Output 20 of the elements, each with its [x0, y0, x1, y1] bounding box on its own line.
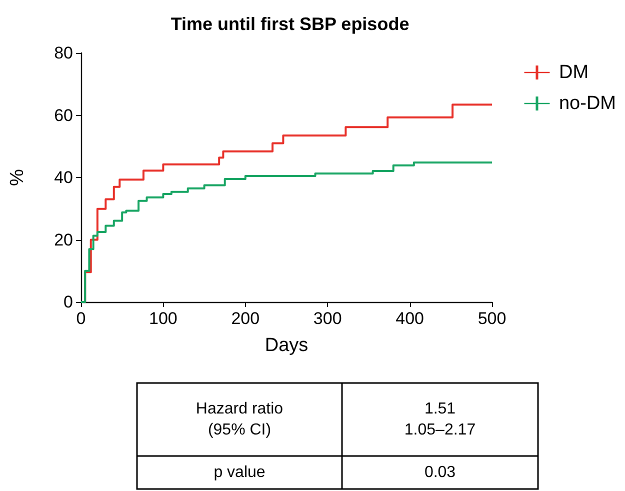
x-tick-label: 500 [478, 309, 506, 328]
text: 1.51 1.05–2.17 [404, 400, 476, 438]
text: 0.03 [424, 464, 456, 481]
text: Hazard ratio (95% CI) [196, 400, 284, 438]
y-tick-label: 40 [54, 168, 73, 187]
legend-label: DM [558, 62, 589, 83]
text: p value [214, 464, 266, 481]
chart-title: Time until first SBP episode [170, 14, 410, 34]
y-tick-label: 60 [54, 106, 73, 125]
x-tick-label: 0 [76, 309, 86, 328]
x-tick-label: 200 [231, 309, 260, 328]
y-tick-label: 80 [54, 44, 73, 62]
y-axis-title: % [7, 168, 28, 186]
y-tick-label: 0 [64, 292, 73, 312]
x-tick-label: 400 [396, 309, 424, 328]
x-tick-label: 100 [149, 309, 178, 328]
x-tick-label: 300 [313, 309, 342, 328]
legend-label: no-DM [558, 93, 616, 114]
x-axis-title: Days [264, 335, 308, 356]
y-tick-label: 20 [54, 230, 73, 250]
